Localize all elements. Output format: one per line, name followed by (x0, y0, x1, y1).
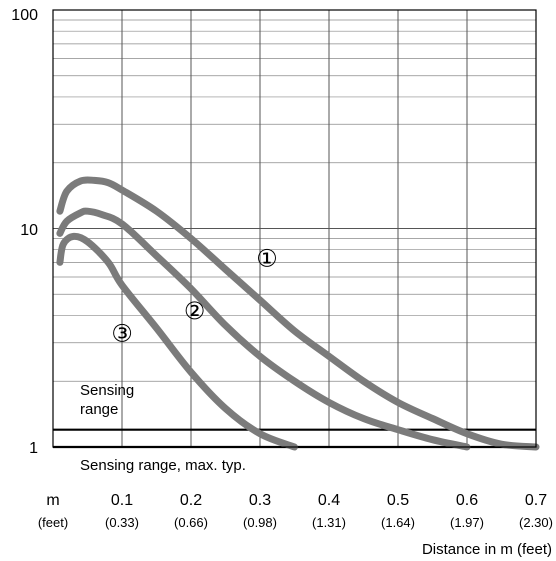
x-tick-label-feet: (1.64) (381, 515, 415, 530)
curve-2 (56, 207, 471, 451)
y-tick-label: 1 (29, 440, 38, 457)
x-tick-label-feet: (0.66) (174, 515, 208, 530)
x-unit-label: m (46, 492, 59, 509)
sensing-range-labels: Sensing range Sensing range, max. typ. (80, 382, 246, 474)
x-tick-label: 0.1 (111, 492, 133, 509)
x-tick-label-feet: (1.97) (450, 515, 484, 530)
curve-1 (56, 176, 540, 451)
x-axis-ticks: m (feet) 0.1 0.2 0.3 0.4 0.5 0.6 0.7 (0.… (38, 492, 553, 530)
sensing-range-label-line2: range (80, 401, 118, 418)
x-tick-label: 0.3 (249, 492, 271, 509)
y-tick-label: 10 (20, 222, 38, 239)
y-axis-ticks: 100 10 1 (11, 7, 38, 457)
plot-frame (52, 9, 537, 448)
x-tick-label: 0.7 (525, 492, 547, 509)
plot-border (52, 9, 537, 448)
x-tick-label-feet: (2.30) (519, 515, 553, 530)
x-tick-label: 0.4 (318, 492, 340, 509)
curve-marker-1: ① (256, 244, 278, 272)
x-axis-label: Distance in m (feet) (422, 541, 552, 558)
grid (53, 10, 537, 447)
x-unit-label-feet: (feet) (38, 515, 68, 530)
curve-marker-3: ③ (111, 320, 133, 348)
curve-markers: ① ② ③ (111, 244, 277, 347)
x-tick-label: 0.6 (456, 492, 478, 509)
x-tick-label: 0.5 (387, 492, 409, 509)
x-tick-label: 0.2 (180, 492, 202, 509)
sensing-range-label-line1: Sensing (80, 382, 134, 399)
y-tick-label: 100 (11, 7, 38, 24)
curve-marker-2: ② (184, 297, 206, 325)
x-tick-label-feet: (1.31) (312, 515, 346, 530)
sensing-range-max-label: Sensing range, max. typ. (80, 457, 246, 474)
curves (56, 176, 540, 451)
x-tick-label-feet: (0.33) (105, 515, 139, 530)
curve-3 (56, 232, 298, 451)
x-tick-label-feet: (0.98) (243, 515, 277, 530)
